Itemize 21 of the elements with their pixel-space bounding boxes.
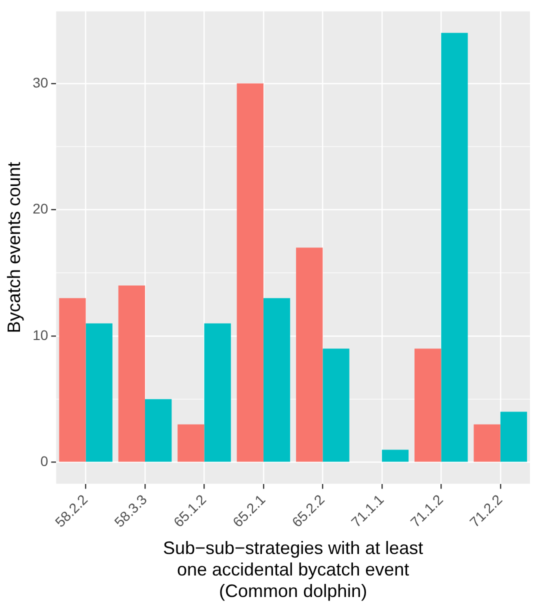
bar	[118, 285, 146, 462]
bar	[441, 32, 468, 462]
bar	[474, 424, 500, 462]
bar	[414, 348, 442, 462]
y-tick-label: 10	[32, 326, 48, 343]
bar	[382, 450, 409, 462]
bar	[500, 412, 528, 462]
bar	[59, 298, 86, 462]
bar	[236, 83, 264, 462]
y-tick-label: 0	[40, 453, 48, 470]
bar	[145, 399, 172, 462]
bar	[296, 248, 323, 462]
y-axis-title: Bycatch events count	[4, 162, 24, 334]
y-tick-label: 30	[32, 74, 48, 90]
y-tick-label: 20	[32, 200, 48, 217]
bar	[178, 424, 204, 462]
bar	[263, 298, 290, 462]
bar	[86, 323, 112, 462]
x-axis-title: Sub−sub−strategies with at least one accidental bycatch event (Common dolphin)	[163, 538, 424, 602]
bar	[204, 323, 231, 462]
bar	[322, 348, 350, 462]
